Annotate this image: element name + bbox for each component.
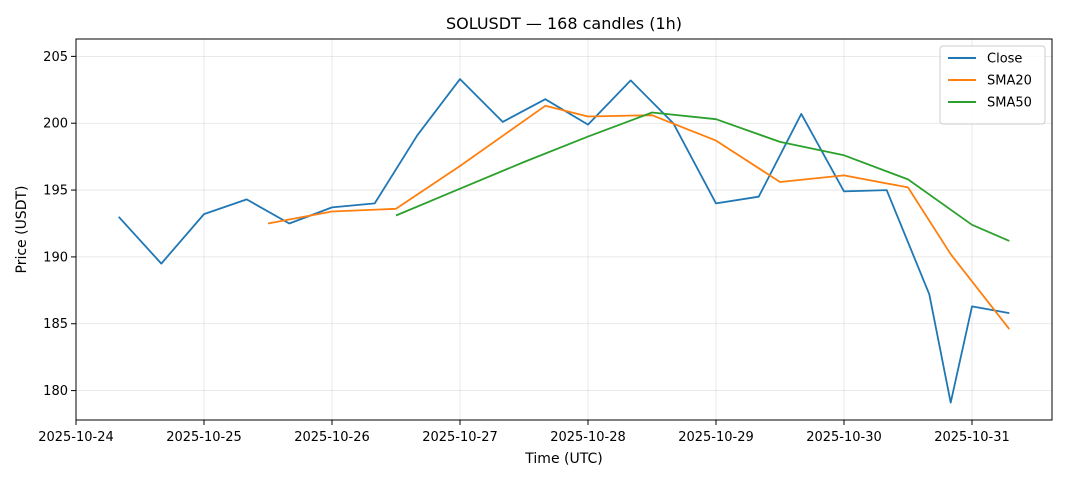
chart-title: SOLUSDT — 168 candles (1h) — [446, 14, 682, 33]
plot-frame — [75, 38, 1053, 421]
legend-label: SMA20 — [987, 74, 1032, 89]
tick-layer: 2025-10-24 2025-10-25 2025-10-26 2025-10-27… — [38, 50, 1010, 445]
x-tick-label: 2025-10-24 — [38, 430, 114, 445]
y-tick-label: 185 — [43, 317, 68, 332]
legend: Close SMA20 SMA50 — [939, 45, 1046, 125]
x-tick-label: 2025-10-31 — [934, 430, 1010, 445]
x-axis-label: Time (UTC) — [524, 451, 602, 467]
x-tick-label: 2025-10-26 — [294, 430, 370, 445]
y-tick-label: 200 — [43, 117, 68, 132]
y-tick-label: 190 — [43, 250, 68, 265]
y-axis-label: Price (USDT) — [14, 186, 30, 274]
y-tick-label: 205 — [43, 50, 68, 65]
series-line-sma50 — [395, 111, 1010, 242]
x-tick-label: 2025-10-25 — [166, 430, 242, 445]
x-tick-label: 2025-10-27 — [422, 430, 498, 445]
legend-label: SMA50 — [987, 96, 1032, 111]
x-tick-label: 2025-10-30 — [806, 430, 882, 445]
y-tick-label: 195 — [43, 184, 68, 199]
legend-label: Close — [987, 52, 1022, 67]
x-tick-label: 2025-10-29 — [678, 430, 754, 445]
series-layer — [118, 78, 1011, 404]
series-line-close — [118, 78, 1010, 404]
x-tick-label: 2025-10-28 — [550, 430, 626, 445]
series-line-sma20 — [267, 104, 1011, 330]
legend-box — [939, 45, 1046, 125]
y-tick-label: 180 — [43, 384, 68, 399]
